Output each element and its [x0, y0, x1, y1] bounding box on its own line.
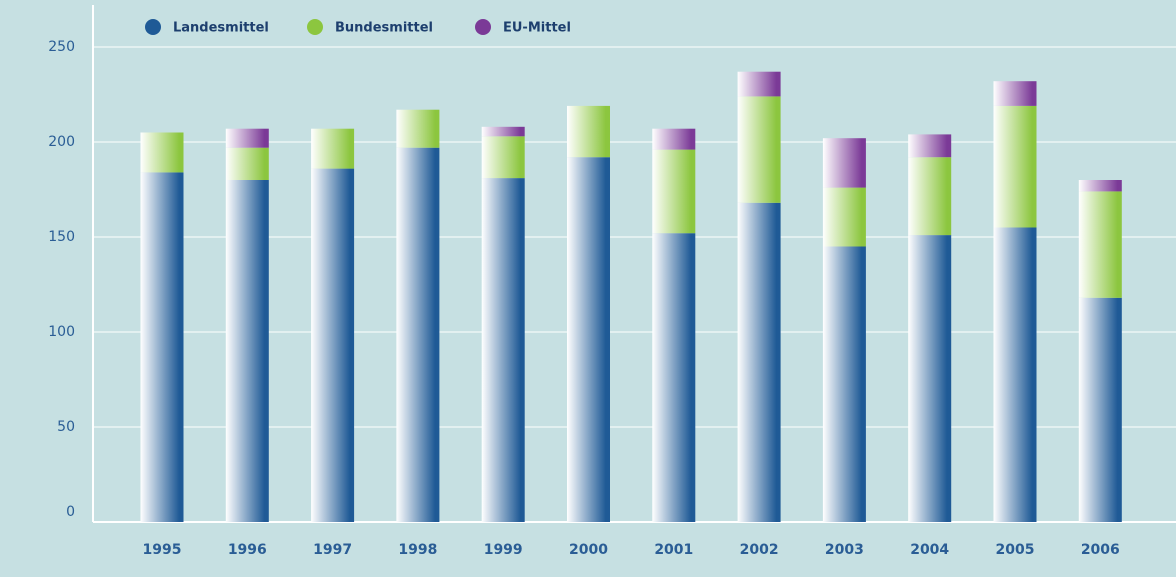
y-tick-label: 200: [48, 134, 75, 150]
bar-segment: [822, 138, 866, 188]
bar-segment: [652, 128, 696, 150]
bar-segment: [481, 178, 525, 522]
bar-segment: [140, 172, 184, 522]
bar-segment: [908, 157, 952, 236]
y-tick-label: 150: [48, 229, 75, 245]
y-tick-label: 50: [57, 419, 75, 435]
bar-segment: [225, 180, 269, 522]
bar-segment: [225, 147, 269, 180]
bar-segment: [311, 168, 355, 522]
bar-segment: [737, 71, 781, 97]
bar-segment: [311, 128, 355, 169]
bar-segment: [481, 136, 525, 179]
x-tick-label: 2003: [825, 542, 864, 558]
legend-swatch: [307, 19, 323, 35]
bar-segment: [1078, 297, 1122, 522]
x-tick-label: 1996: [228, 542, 267, 558]
x-tick-label: 2006: [1081, 542, 1120, 558]
bar-segment: [1078, 180, 1122, 192]
bar-segment: [908, 134, 952, 158]
bar-segment: [737, 96, 781, 203]
x-tick-label: 2005: [996, 542, 1035, 558]
bar-segment: [225, 128, 269, 148]
x-tick-label: 2001: [654, 542, 693, 558]
y-tick-label: 250: [48, 39, 75, 55]
bar-segment: [822, 246, 866, 522]
bar-segment: [993, 105, 1037, 228]
bar-segment: [993, 227, 1037, 522]
bar-segment: [1078, 191, 1122, 298]
bar-segment: [652, 233, 696, 522]
x-tick-label: 1997: [313, 542, 352, 558]
x-tick-label: 1998: [398, 542, 437, 558]
bar-segment: [652, 149, 696, 234]
x-tick-label: 2004: [910, 542, 949, 558]
bar-segment: [822, 187, 866, 247]
bar-segment: [737, 202, 781, 523]
legend-label: EU-Mittel: [503, 21, 571, 36]
legend-swatch: [475, 19, 491, 35]
legend-swatch: [145, 19, 161, 35]
legend-label: Bundesmittel: [335, 21, 433, 36]
x-tick-label: 2000: [569, 542, 608, 558]
legend-label: Landesmittel: [173, 21, 269, 36]
bar-segment: [567, 157, 610, 522]
y-tick-label: 0: [66, 504, 75, 520]
bar-segment: [481, 126, 525, 137]
x-tick-label: 1999: [484, 542, 523, 558]
x-tick-label: 1995: [143, 542, 182, 558]
bar-segment: [396, 147, 440, 522]
bar-segment: [908, 235, 952, 522]
bar-segment: [567, 105, 610, 158]
bar-segment: [140, 132, 184, 173]
bar-segment: [396, 109, 440, 148]
y-tick-label: 100: [48, 324, 75, 340]
x-tick-label: 2002: [740, 542, 779, 558]
bar-segment: [993, 81, 1037, 106]
